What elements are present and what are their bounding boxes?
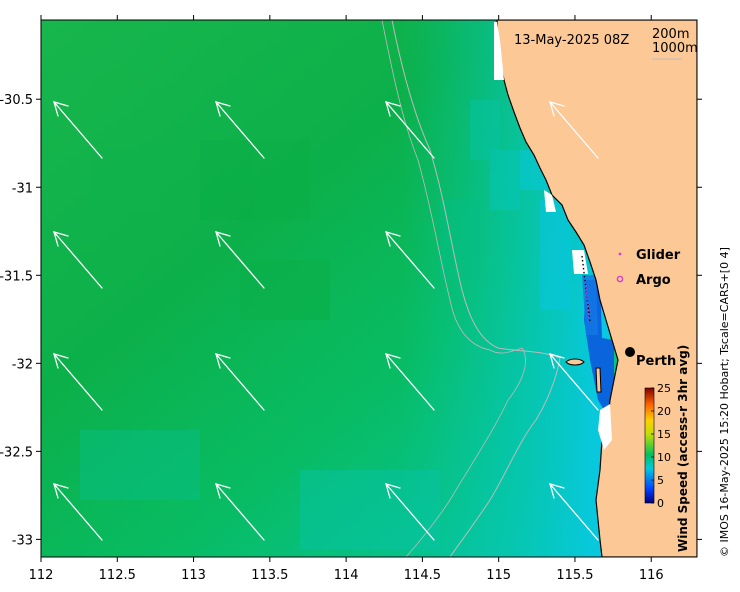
wind-arrow-icon: [549, 483, 599, 541]
wind-arrowhead-icon: [549, 353, 565, 369]
contour-1000m: [381, 20, 526, 557]
x-tick-label: 115: [486, 568, 511, 583]
wind-arrowhead-icon: [215, 231, 231, 247]
platform-legend: Glider Argo: [616, 248, 681, 288]
colorbar-tick-label: 10: [657, 451, 671, 464]
perth-marker-icon: [625, 347, 635, 357]
wind-arrowhead-icon: [385, 231, 401, 247]
x-axis: 112 112.5 113 113.5 114 114.5 115 115.5 116: [29, 15, 664, 583]
wind-arrow-icon: [385, 483, 435, 541]
wind-arrows: [53, 101, 599, 541]
wind-arrow-icon: [215, 101, 265, 159]
y-tick-label: -32.5: [0, 445, 33, 460]
wind-arrowhead-icon: [549, 483, 565, 499]
legend-argo: Argo: [636, 273, 671, 288]
wind-arrow-icon: [53, 483, 103, 541]
grid-cells: [80, 100, 570, 550]
wind-arrowhead-icon: [53, 353, 69, 369]
x-tick-label: 113: [181, 568, 206, 583]
colorbar-ramp: [644, 387, 655, 504]
wind-arrowhead-icon: [549, 101, 565, 117]
legend-glider: Glider: [636, 248, 681, 263]
contour-label-200m: 200m: [652, 27, 689, 42]
credit-text: © IMOS 16-May-2025 15:20 Hobart; Tscale=…: [718, 247, 731, 557]
y-tick-label: -31: [12, 181, 33, 196]
x-tick-label: 114: [334, 568, 359, 583]
wind-arrowhead-icon: [53, 101, 69, 117]
wind-arrowhead-icon: [53, 483, 69, 499]
wind-arrow-icon: [549, 353, 599, 411]
contour-200m: [391, 20, 561, 557]
city-label: Perth: [636, 354, 676, 369]
colorbar-tick-label: 15: [657, 428, 671, 441]
wind-arrowhead-icon: [215, 353, 231, 369]
plot-frame: [40, 19, 698, 558]
x-tick-label: 113.5: [251, 568, 288, 583]
wind-arrow-icon: [385, 231, 435, 289]
y-tick-label: -31.5: [0, 269, 33, 284]
wind-arrow-icon: [385, 101, 435, 159]
wind-arrow-icon: [385, 353, 435, 411]
x-tick-label: 112.5: [99, 568, 136, 583]
rottnest-island: [565, 358, 585, 366]
map-timestamp: 13-May-2025 08Z: [514, 33, 629, 48]
colorbar-tick-label: 0: [657, 497, 664, 510]
x-tick-label: 112: [29, 568, 54, 583]
colorbar: 0 5 10 15 20 25 Wind Speed (access-r 3hr avg): [644, 345, 690, 552]
wind-arrowhead-icon: [385, 483, 401, 499]
wind-arrow-icon: [53, 231, 103, 289]
wind-arrow-icon: [549, 101, 599, 159]
wind-arrow-icon: [215, 231, 265, 289]
y-axis: -30.5 -31 -31.5 -32 -32.5 -33: [0, 93, 702, 548]
x-tick-label: 116: [639, 568, 664, 583]
wind-arrowhead-icon: [215, 483, 231, 499]
wind-arrow-icon: [53, 353, 103, 411]
colorbar-tick-label: 5: [657, 474, 664, 487]
contour-label-1000m: 1000m: [652, 41, 698, 56]
y-tick-label: -30.5: [0, 93, 33, 108]
glider-track: [581, 255, 591, 323]
colorbar-title: Wind Speed (access-r 3hr avg): [676, 345, 690, 552]
argo-marker-icon: [616, 275, 624, 283]
wind-arrow-icon: [215, 483, 265, 541]
colorbar-tick-label: 25: [657, 382, 671, 395]
x-tick-label: 115.5: [556, 568, 593, 583]
y-tick-label: -32: [12, 357, 33, 372]
colorbar-tick-label: 20: [657, 405, 671, 418]
wind-arrowhead-icon: [215, 101, 231, 117]
wind-arrow-icon: [215, 353, 265, 411]
wind-arrowhead-icon: [385, 101, 401, 117]
x-tick-label: 114.5: [404, 568, 441, 583]
glider-marker-icon: [618, 252, 622, 256]
wind-arrowhead-icon: [53, 231, 69, 247]
y-tick-label: -33: [12, 533, 33, 548]
wind-arrow-icon: [53, 101, 103, 159]
wind-arrowhead-icon: [385, 353, 401, 369]
